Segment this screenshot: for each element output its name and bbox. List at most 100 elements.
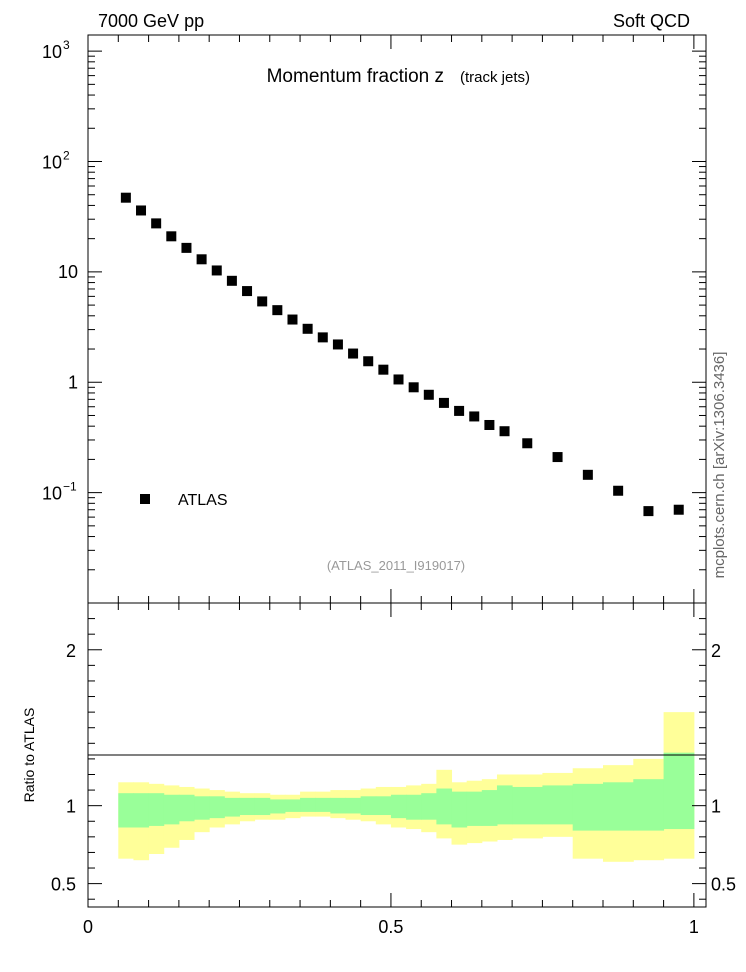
main-x-ticks [87, 35, 695, 603]
header-process-label: Soft QCD [613, 11, 690, 31]
y-tick-label-exponent: 2 [63, 149, 70, 163]
x-tick-label: 0 [83, 917, 93, 937]
atlas-data-point [332, 339, 343, 350]
main-panel: Momentum fraction z (track jets) (ATLAS_… [42, 34, 707, 604]
atlas-data-point [552, 452, 563, 463]
atlas-data-point [242, 286, 253, 297]
ratio-band-inner [572, 783, 604, 831]
atlas-data-point [363, 356, 374, 367]
atlas-data-point [393, 374, 404, 385]
ratio-band-inner [421, 793, 437, 820]
atlas-data-point [423, 389, 434, 400]
ratio-band-inner [239, 797, 256, 816]
ratio-band-inner [224, 797, 240, 817]
ratio-y-tick-label-right: 0.5 [711, 875, 736, 895]
atlas-data-point [226, 275, 237, 286]
atlas-data-point [673, 504, 684, 515]
atlas-data-point [151, 218, 162, 229]
y-tick-label: 1 [68, 372, 78, 392]
ratio-band-inner [178, 794, 195, 822]
ratio-band-inner [603, 782, 634, 831]
legend-atlas-label: ATLAS [178, 492, 228, 509]
ratio-y-tick-label-left: 2 [66, 641, 76, 661]
ratio-y-axis-label: Ratio to ATLAS [21, 708, 37, 803]
y-tick-label-base: 10 [42, 153, 62, 173]
atlas-data-point [211, 265, 222, 276]
ratio-band-inner [496, 785, 513, 825]
y-tick-label-base: 10 [42, 484, 62, 504]
y-tick-label-exponent: −1 [63, 480, 77, 494]
source-side-label: mcplots.cern.ch [arXiv:1306.3436] [711, 352, 728, 579]
atlas-data-point [454, 405, 465, 416]
ratio-band-inner [209, 796, 225, 819]
atlas-data-point [582, 469, 593, 480]
ratio-panel-frame [87, 602, 707, 908]
atlas-data-point [378, 364, 389, 375]
ratio-bands [118, 712, 695, 862]
ratio-band-inner [269, 799, 286, 814]
atlas-data-point [287, 314, 298, 325]
x-tick-label: 0.5 [378, 917, 403, 937]
y-tick-label-exponent: 3 [63, 38, 70, 52]
ratio-band-inner [133, 793, 150, 828]
atlas-data-point [348, 348, 359, 359]
ratio-band-inner [481, 790, 498, 826]
ratio-band-inner [254, 797, 271, 816]
ratio-y-tick-label-right: 2 [711, 641, 721, 661]
ratio-band-inner [451, 791, 468, 828]
ratio-band-inner [542, 785, 574, 825]
atlas-data-point [613, 485, 624, 496]
atlas-data-point [302, 323, 313, 334]
atlas-data-point [438, 397, 449, 408]
atlas-data-point [257, 296, 268, 307]
ratio-y-axis: 0.5 0.5 1 1 2 2 [51, 602, 736, 900]
ratio-band-inner [406, 794, 422, 820]
ratio-band-inner [345, 797, 362, 814]
atlas-data-point [469, 411, 480, 422]
ratio-band-inner [194, 796, 210, 820]
ratio-band-inner [284, 799, 301, 812]
ratio-band-inner [360, 796, 377, 816]
ratio-band-inner [163, 794, 180, 825]
main-title: Momentum fraction z [267, 66, 444, 87]
atlas-data-points [120, 192, 684, 517]
ratio-band-inner [148, 793, 165, 826]
main-panel-frame [87, 34, 707, 604]
x-tick-label: 1 [689, 917, 699, 937]
ratio-y-tick-label-left: 1 [66, 797, 76, 817]
main-y-axis [88, 50, 706, 604]
y-tick-label: 10 [58, 262, 78, 282]
ratio-y-tick-label-left: 0.5 [51, 875, 76, 895]
ratio-band-inner [330, 797, 346, 814]
atlas-data-point [272, 305, 283, 316]
ratio-band-inner [512, 786, 543, 825]
atlas-data-point [166, 231, 177, 242]
atlas-data-point [136, 205, 147, 216]
atlas-data-point [196, 254, 207, 265]
atlas-data-point [408, 382, 419, 393]
header-energy-label: 7000 GeV pp [98, 11, 204, 31]
atlas-data-point [499, 426, 510, 437]
analysis-watermark: (ATLAS_2011_I919017) [327, 558, 465, 573]
atlas-data-point [484, 419, 495, 430]
ratio-y-tick-label-right: 1 [711, 797, 721, 817]
atlas-data-point [643, 506, 654, 517]
legend-atlas-marker [140, 494, 150, 504]
main-title-sub: (track jets) [460, 69, 530, 86]
ratio-band-inner [663, 752, 695, 830]
ratio-x-axis: 0 0.5 1 [83, 603, 699, 937]
ratio-band-inner [466, 791, 483, 826]
y-tick-label-base: 10 [42, 42, 62, 62]
ratio-band-inner [375, 796, 392, 816]
atlas-data-point [181, 242, 192, 253]
legend: ATLAS [140, 492, 228, 509]
ratio-band-inner [315, 797, 331, 812]
ratio-band-inner [390, 794, 407, 819]
atlas-data-point [317, 332, 328, 343]
ratio-band-inner [300, 797, 316, 812]
atlas-data-point [120, 192, 131, 203]
atlas-data-point [522, 438, 533, 449]
ratio-band-inner [118, 793, 134, 828]
ratio-band-inner [633, 779, 665, 831]
